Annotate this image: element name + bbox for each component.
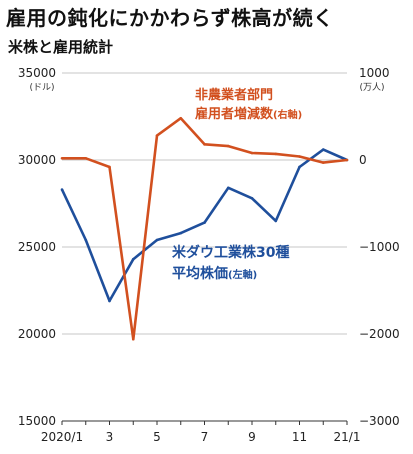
- x-tick-label: 2020/1: [41, 430, 83, 444]
- data-point: [60, 156, 64, 160]
- data-point: [274, 152, 278, 156]
- data-point: [179, 231, 183, 235]
- dow-label-axis: (左軸): [228, 268, 257, 281]
- payrolls-label-axis: (右軸): [273, 108, 302, 121]
- right-tick-label: 1000: [359, 66, 390, 80]
- chart-title: 雇用の鈍化にかかわらず株高が続く: [6, 6, 334, 30]
- data-point: [274, 219, 278, 223]
- data-point: [84, 156, 88, 160]
- data-point: [345, 158, 349, 162]
- left-axis-unit: (ドル): [29, 83, 54, 93]
- left-tick-label: 35000: [18, 66, 56, 80]
- data-point: [250, 196, 254, 200]
- left-tick-label: 15000: [18, 414, 56, 428]
- dow-label-sub: 平均株価(左軸): [172, 265, 257, 282]
- right-tick-label: 0: [359, 153, 367, 167]
- payrolls-label-sub: 雇用者増減数(右軸): [195, 106, 302, 122]
- left-tick-label: 20000: [18, 327, 56, 341]
- data-point: [321, 161, 325, 164]
- data-point: [131, 257, 135, 261]
- data-point: [131, 337, 135, 341]
- data-point: [321, 148, 325, 151]
- data-point: [250, 151, 254, 155]
- data-point: [108, 299, 111, 303]
- x-tick-label: 7: [201, 430, 209, 444]
- x-tick-label: 9: [248, 430, 256, 444]
- data-point: [179, 116, 183, 120]
- data-point: [108, 165, 111, 169]
- data-point: [203, 143, 206, 146]
- data-point: [203, 221, 206, 224]
- right-tick-label: −2000: [359, 327, 400, 341]
- payrolls-label-main: 非農業者部門: [195, 87, 273, 103]
- x-tick-label: 21/1: [334, 430, 361, 444]
- right-tick-label: −1000: [359, 240, 400, 254]
- x-tick-label: 5: [153, 430, 161, 444]
- data-point: [298, 165, 301, 169]
- series-line-payrolls: [62, 116, 348, 341]
- data-point: [60, 188, 64, 191]
- data-point: [84, 238, 88, 242]
- left-tick-label: 30000: [18, 153, 56, 167]
- chart-subtitle: 米株と雇用統計: [8, 38, 114, 56]
- data-point: [155, 134, 159, 137]
- data-point: [226, 186, 230, 190]
- dow-label-main: 米ダウ工業株30種: [172, 244, 289, 261]
- left-tick-label: 25000: [18, 240, 56, 254]
- data-point: [226, 144, 230, 148]
- x-tick-label: 3: [106, 430, 114, 444]
- right-axis-unit: (万人): [359, 82, 384, 93]
- data-point: [155, 238, 159, 242]
- x-tick-label: 11: [292, 430, 307, 444]
- right-tick-label: −3000: [359, 414, 400, 428]
- data-point: [298, 155, 301, 158]
